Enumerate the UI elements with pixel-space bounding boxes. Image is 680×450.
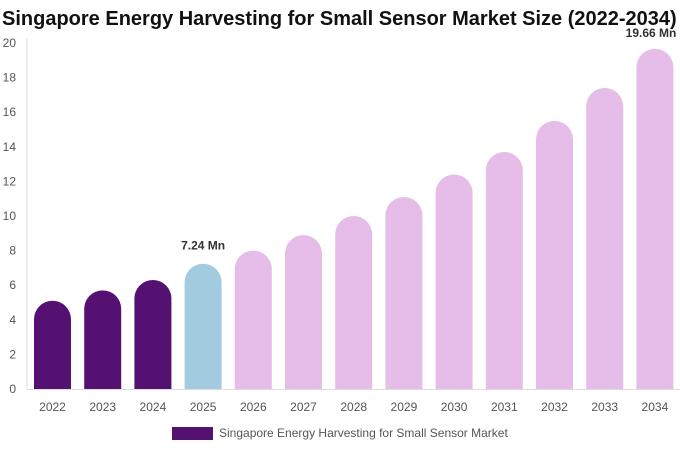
data-label: 7.24 Mn [181, 239, 225, 253]
x-tick-label: 2024 [140, 400, 167, 414]
x-tick-label: 2026 [240, 400, 267, 414]
bar-2027 [285, 235, 322, 389]
x-tick-label: 2022 [39, 400, 66, 414]
bar-2024 [134, 280, 172, 389]
x-tick-label: 2034 [642, 400, 669, 414]
bar-2034 [636, 48, 674, 389]
legend-label: Singapore Energy Harvesting for Small Se… [219, 426, 508, 440]
bar-2030 [435, 174, 473, 389]
bar-2031 [485, 151, 523, 389]
bar-2029 [385, 196, 423, 389]
y-tick-label: 10 [3, 209, 17, 223]
legend-swatch [172, 426, 213, 440]
x-tick-label: 2030 [441, 400, 468, 414]
y-tick-label: 14 [3, 140, 17, 154]
x-tick-label: 2027 [290, 400, 317, 414]
legend: Singapore Energy Harvesting for Small Se… [172, 426, 508, 440]
y-tick-label: 6 [9, 278, 16, 292]
x-tick-label: 2033 [591, 400, 618, 414]
x-tick-label: 2028 [340, 400, 367, 414]
y-tick-label: 8 [9, 244, 16, 258]
bar-2033 [586, 87, 624, 389]
bar-2025 [184, 263, 222, 389]
x-tick-label: 2032 [541, 400, 568, 414]
y-tick-label: 12 [3, 174, 17, 188]
chart-title: Singapore Energy Harvesting for Small Se… [2, 8, 677, 30]
y-tick-label: 18 [3, 71, 17, 85]
x-tick-label: 2029 [391, 400, 418, 414]
bar-2023 [84, 290, 122, 389]
x-tick-label: 2023 [89, 400, 116, 414]
x-tick-label: 2031 [491, 400, 518, 414]
bar-2028 [335, 216, 373, 389]
y-tick-label: 0 [9, 382, 16, 396]
bar-2022 [34, 300, 71, 389]
y-tick-label: 20 [3, 36, 17, 50]
y-tick-label: 2 [9, 347, 16, 361]
bar-2032 [536, 120, 573, 390]
bar-2026 [234, 250, 272, 389]
y-tick-label: 16 [3, 105, 17, 119]
y-tick-label: 4 [9, 313, 16, 327]
x-tick-label: 2025 [190, 400, 217, 414]
data-label: 19.66 Mn [626, 26, 677, 40]
